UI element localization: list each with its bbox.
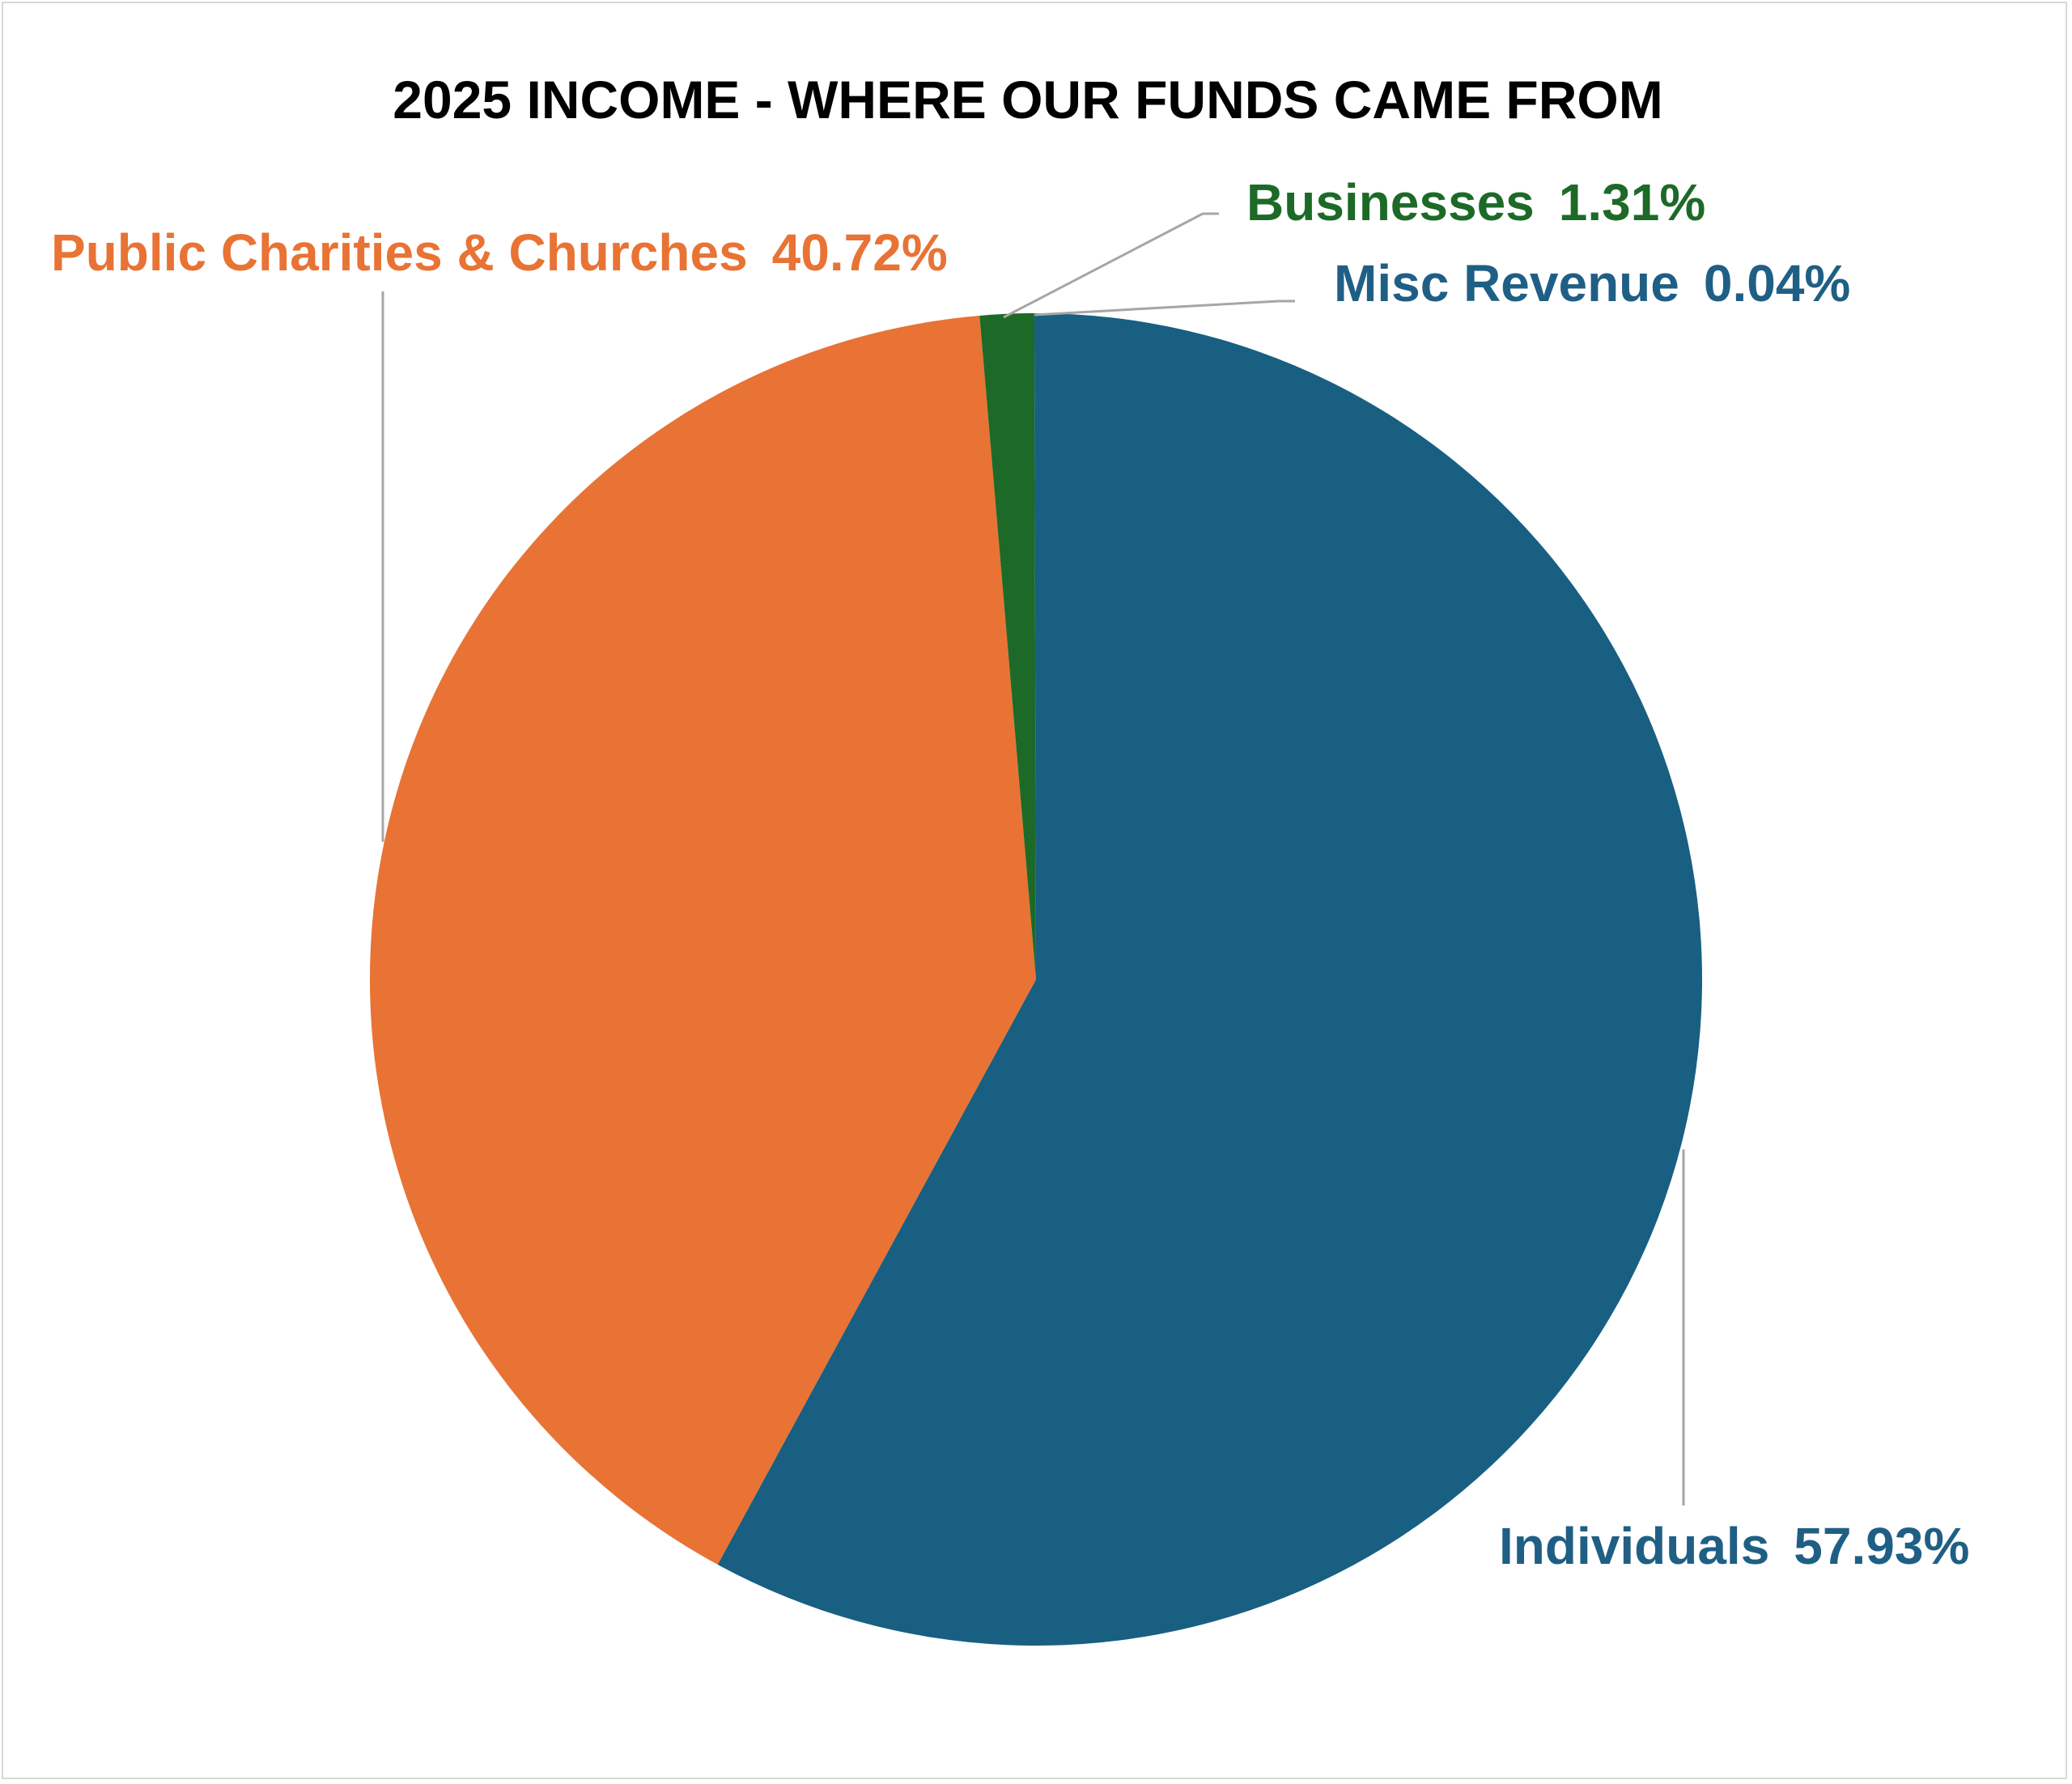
pie-slice-businesses <box>979 313 1036 980</box>
data-label-individuals: Individuals 57.93% <box>1499 1517 1969 1575</box>
data-label-percent: 0.04% <box>1704 254 1850 312</box>
data-label-category: Individuals <box>1499 1517 1769 1575</box>
data-label-category: Misc Revenue <box>1334 254 1679 312</box>
data-label-percent: 57.93% <box>1794 1517 1969 1575</box>
chart-title: 2025 INCOME - WHERE OUR FUNDS CAME FROM <box>393 70 1662 130</box>
data-label-public-charities-churches: Public Charities & Churches 40.72% <box>51 223 948 282</box>
data-label-percent: 1.31% <box>1559 173 1705 231</box>
data-label-category: Public Charities & Churches <box>51 223 748 282</box>
data-label-misc-revenue: Misc Revenue 0.04% <box>1334 254 1850 312</box>
pie-slice-individuals <box>717 313 1702 1646</box>
pie-slice-misc-revenue <box>1034 313 1036 979</box>
data-label-category: Businesses <box>1246 173 1535 231</box>
pie-slice-public-charities-churches <box>369 315 1036 1565</box>
leader-line-businesses <box>1003 212 1219 319</box>
data-label-businesses: Businesses 1.31% <box>1246 173 1705 231</box>
data-label-percent: 40.72% <box>772 223 948 282</box>
leader-line-misc-revenue <box>1034 299 1295 316</box>
